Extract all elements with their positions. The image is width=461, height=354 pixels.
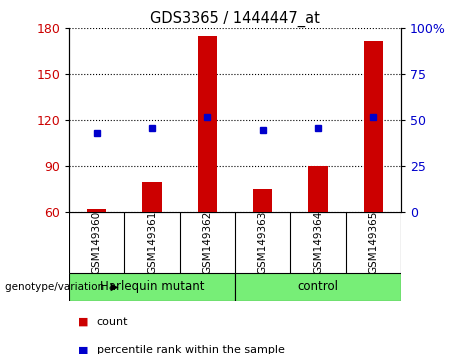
- Bar: [308, 166, 328, 212]
- Text: Harlequin mutant: Harlequin mutant: [100, 280, 204, 293]
- Bar: [253, 189, 272, 212]
- Text: genotype/variation  ▶: genotype/variation ▶: [5, 282, 118, 292]
- Text: ■: ■: [78, 317, 89, 327]
- Bar: [235, 273, 401, 301]
- Text: GSM149364: GSM149364: [313, 211, 323, 274]
- Text: GSM149360: GSM149360: [92, 211, 102, 274]
- Text: GSM149362: GSM149362: [202, 211, 213, 274]
- Bar: [69, 273, 235, 301]
- Text: count: count: [97, 317, 128, 327]
- Text: GSM149363: GSM149363: [258, 211, 268, 274]
- Text: percentile rank within the sample: percentile rank within the sample: [97, 346, 285, 354]
- Text: GSM149365: GSM149365: [368, 211, 378, 274]
- Bar: [142, 182, 162, 212]
- Bar: [198, 36, 217, 212]
- Text: control: control: [298, 280, 338, 293]
- Title: GDS3365 / 1444447_at: GDS3365 / 1444447_at: [150, 11, 320, 27]
- Text: GSM149361: GSM149361: [147, 211, 157, 274]
- Bar: [364, 41, 383, 212]
- Bar: [87, 209, 106, 212]
- Text: ■: ■: [78, 346, 89, 354]
